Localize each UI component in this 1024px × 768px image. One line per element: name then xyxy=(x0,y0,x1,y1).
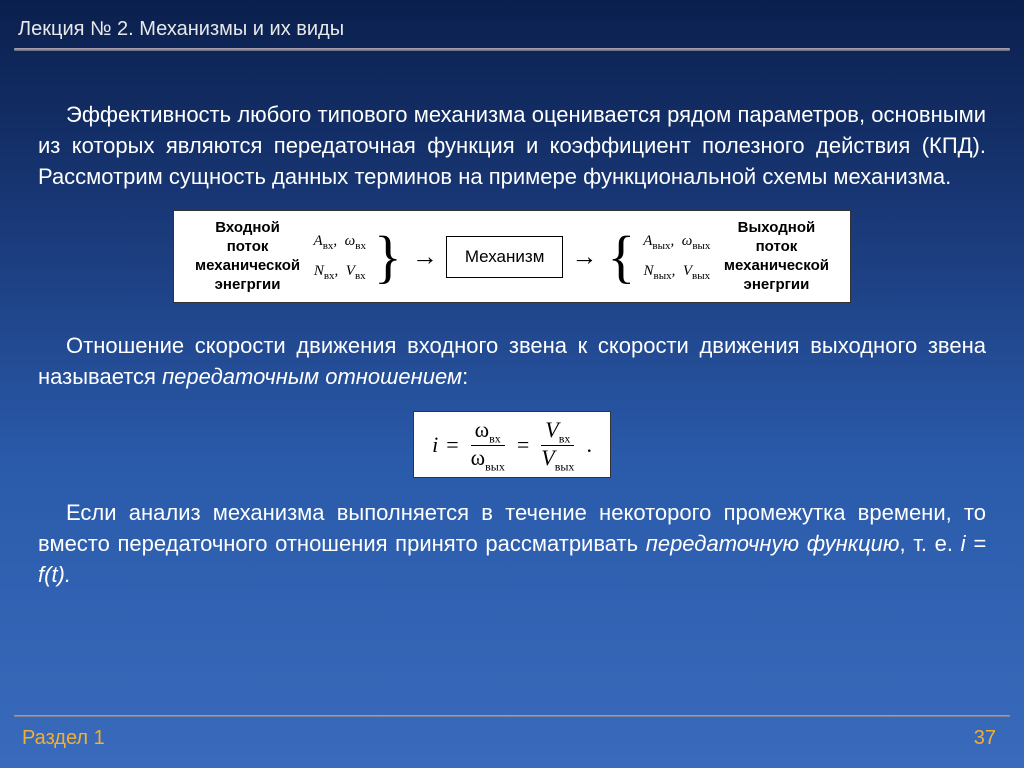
content-area: Эффективность любого типового механизма … xyxy=(38,100,986,608)
arrow-out-icon: → xyxy=(569,241,599,272)
v-in: V xyxy=(545,417,558,442)
output-params: Aвых, ωвых Nвых, Vвых xyxy=(643,227,710,287)
sub-in-2: вх xyxy=(559,431,571,445)
paragraph-1: Эффективность любого типового механизма … xyxy=(38,100,986,192)
sub-in-1: вх xyxy=(489,431,501,445)
out-l1: Выходной xyxy=(738,219,816,236)
header-rule xyxy=(14,48,1010,51)
footer-section: Раздел 1 xyxy=(22,727,105,750)
in-params-top: Aвх, ωвх xyxy=(314,233,366,249)
paragraph-2: Отношение скорости движения входного зве… xyxy=(38,331,986,393)
omega-out: ω xyxy=(471,445,485,470)
sub-out-2: вых xyxy=(555,459,575,473)
frac-omega: ωвх ωвых xyxy=(467,418,509,473)
out-l2: поток xyxy=(756,238,798,255)
out-params-bot: Nвых, Vвых xyxy=(644,263,711,279)
para3-post: , т. е. xyxy=(899,531,960,556)
arrow-in-icon: → xyxy=(410,241,440,272)
paragraph-3: Если анализ механизма выполняется в тече… xyxy=(38,498,986,590)
in-l4: энегргии xyxy=(215,276,281,293)
output-flow-label: Выходной поток механической энегргии xyxy=(716,219,836,294)
formula-i: i xyxy=(432,432,438,458)
in-l2: поток xyxy=(227,238,269,255)
para3-em: передаточную функцию xyxy=(646,531,900,556)
footer-rule xyxy=(14,715,1010,718)
formula-eq1: = xyxy=(446,432,458,458)
paragraph-1-text: Эффективность любого типового механизма … xyxy=(38,102,986,189)
in-l3: механической xyxy=(195,257,300,274)
out-params-top: Aвых, ωвых xyxy=(643,233,710,249)
out-l3: механической xyxy=(724,257,829,274)
mechanism-diagram: Входной поток механической энегргии Aвх,… xyxy=(173,210,852,303)
sub-out-1: вых xyxy=(485,459,505,473)
brace-left: } xyxy=(372,228,404,286)
slide-title: Лекция № 2. Механизмы и их виды xyxy=(18,18,344,41)
omega-in: ω xyxy=(475,417,489,442)
mechanism-box: Механизм xyxy=(446,236,564,278)
input-params: Aвх, ωвх Nвх, Vвх xyxy=(314,227,366,287)
page-number: 37 xyxy=(974,727,996,750)
out-l4: энегргии xyxy=(744,276,810,293)
input-flow-label: Входной поток механической энегргии xyxy=(188,219,308,294)
formula-eq2: = xyxy=(517,432,529,458)
para2-em: передаточным отношением xyxy=(162,364,462,389)
diagram-container: Входной поток механической энегргии Aвх,… xyxy=(38,210,986,303)
formula-container: i = ωвх ωвых = Vвх Vвых . xyxy=(38,411,986,478)
in-params-bot: Nвх, Vвх xyxy=(314,263,366,279)
brace-right: { xyxy=(605,228,637,286)
para2-post: : xyxy=(462,364,468,389)
transfer-ratio-formula: i = ωвх ωвых = Vвх Vвых . xyxy=(413,411,611,478)
formula-dot: . xyxy=(586,432,592,458)
in-l1: Входной xyxy=(215,219,280,236)
frac-v: Vвх Vвых xyxy=(537,418,578,473)
v-out: V xyxy=(541,445,554,470)
